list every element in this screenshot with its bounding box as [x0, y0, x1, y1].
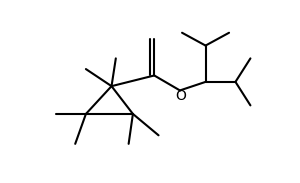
Text: O: O	[176, 89, 186, 103]
